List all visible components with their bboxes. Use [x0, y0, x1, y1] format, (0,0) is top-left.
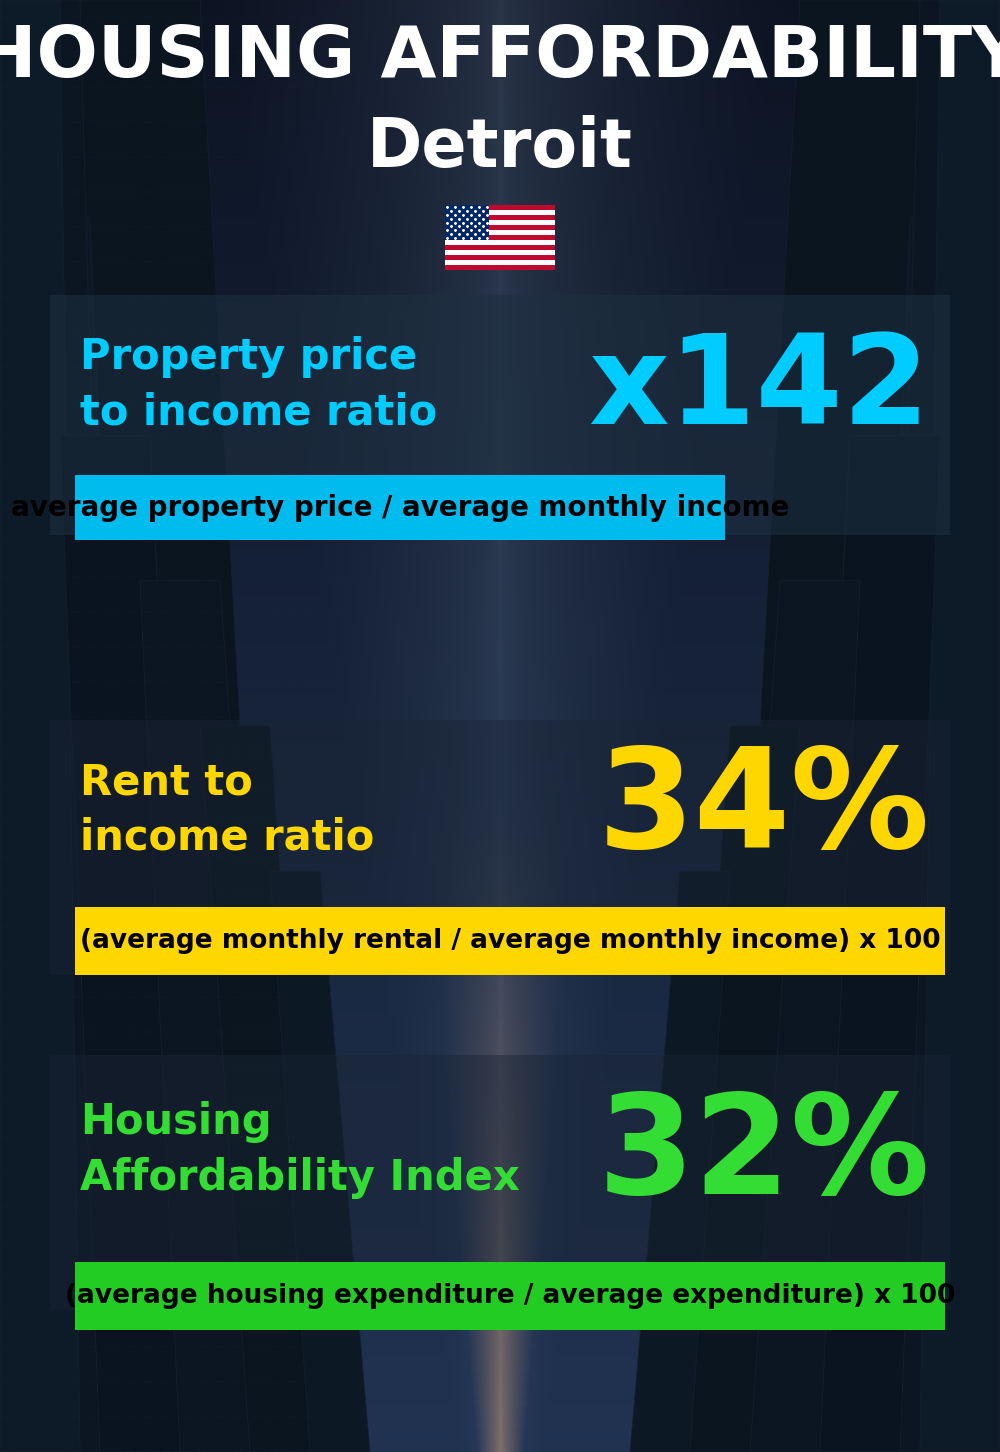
Polygon shape [920, 0, 1000, 1452]
Bar [75, 1262, 945, 1330]
Text: (average housing expenditure / average expenditure) x 100: (average housing expenditure / average e… [65, 1284, 955, 1310]
Bar [75, 475, 725, 540]
Bar [445, 260, 555, 266]
Bar [75, 908, 945, 974]
Polygon shape [630, 871, 730, 1452]
Bar [445, 205, 489, 240]
Bar [445, 240, 555, 245]
Polygon shape [0, 0, 80, 1452]
Polygon shape [270, 871, 370, 1452]
Polygon shape [720, 581, 860, 1452]
Polygon shape [720, 0, 1000, 1452]
Polygon shape [0, 0, 280, 1452]
Text: Housing
Affordability Index: Housing Affordability Index [80, 1102, 520, 1198]
Bar [445, 205, 555, 270]
Text: Detroit: Detroit [367, 115, 633, 182]
Polygon shape [0, 0, 120, 1452]
Text: x142: x142 [588, 330, 930, 450]
Bar [50, 720, 950, 974]
Bar [445, 211, 555, 215]
Polygon shape [800, 436, 940, 1452]
Text: Rent to
income ratio: Rent to income ratio [80, 761, 374, 858]
Text: Property price
to income ratio: Property price to income ratio [80, 337, 437, 434]
Text: (average monthly rental / average monthly income) x 100: (average monthly rental / average monthl… [80, 928, 940, 954]
Bar [445, 229, 555, 235]
Text: 32%: 32% [598, 1088, 930, 1223]
Polygon shape [680, 726, 800, 1452]
Polygon shape [140, 581, 280, 1452]
Bar [50, 295, 950, 534]
Bar [445, 221, 555, 225]
Text: average property price / average monthly income: average property price / average monthly… [11, 494, 789, 521]
Polygon shape [880, 0, 1000, 1452]
Polygon shape [0, 218, 140, 1452]
Polygon shape [60, 436, 200, 1452]
Polygon shape [200, 726, 320, 1452]
Polygon shape [860, 218, 1000, 1452]
Text: 34%: 34% [598, 742, 930, 877]
Bar [445, 250, 555, 256]
Bar [50, 1056, 950, 1310]
Text: HOUSING AFFORDABILITY: HOUSING AFFORDABILITY [0, 23, 1000, 93]
